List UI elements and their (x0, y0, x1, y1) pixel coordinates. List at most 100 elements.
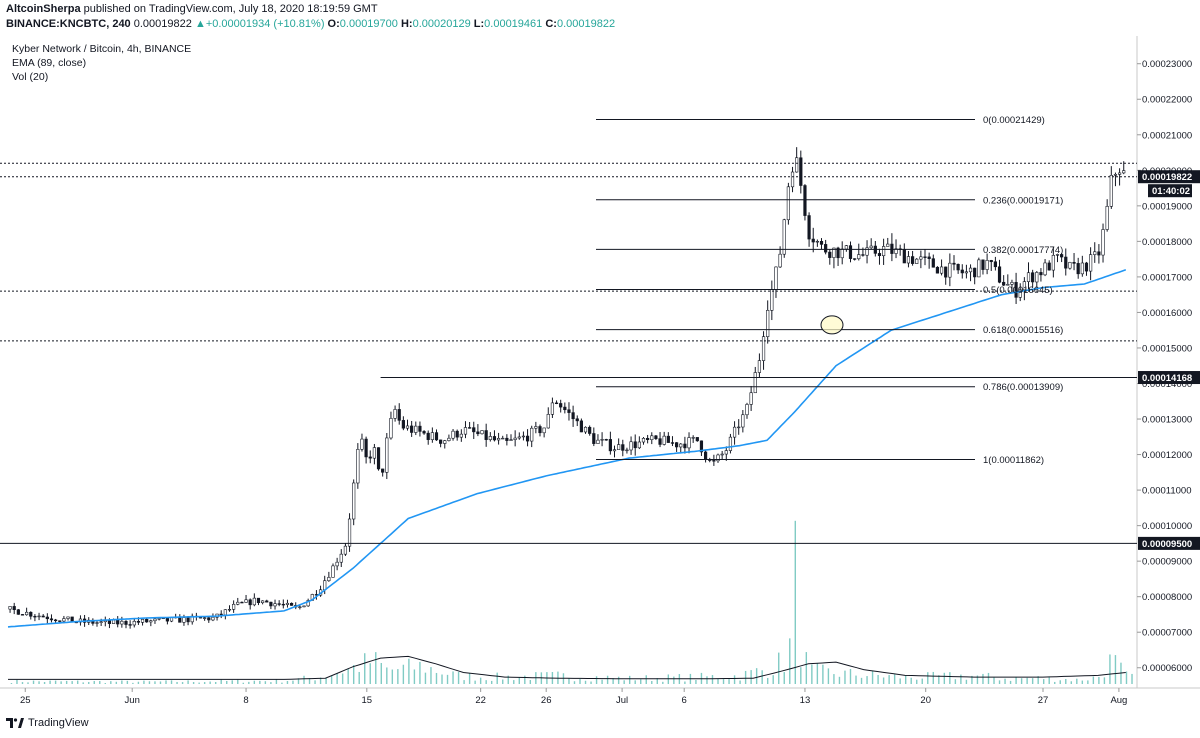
volume-bar (904, 675, 907, 684)
candle-body (1093, 251, 1097, 255)
countdown-label: 01:40:02 (1152, 186, 1190, 197)
fib-level-label: 0.618(0.00015516) (983, 325, 1063, 336)
candle-body (25, 611, 29, 616)
candle-body (861, 254, 865, 256)
candle-body (1068, 262, 1072, 269)
candle-body (62, 618, 66, 622)
y-tick-label: 0.00011000 (1142, 486, 1192, 497)
volume-bar (16, 679, 18, 684)
candle-body (550, 402, 555, 415)
volume-bar (430, 667, 432, 684)
x-tick-label: 8 (243, 695, 248, 706)
candle-body (737, 426, 741, 429)
volume-bar (849, 669, 852, 684)
candle-body (807, 215, 811, 240)
volume-bar (347, 668, 349, 684)
volume-bar (871, 670, 874, 684)
low-value: 0.00019461 (484, 18, 543, 30)
open-value: 0.00019700 (339, 18, 398, 30)
candle-body (140, 618, 145, 623)
fib-level-label: 0.236(0.00019171) (983, 195, 1063, 206)
volume-bar (126, 680, 129, 684)
y-tick-label: 0.00018000 (1142, 237, 1192, 248)
volume-bar (330, 675, 333, 684)
candle-body (621, 444, 625, 451)
candle-body (766, 310, 770, 337)
candle-body (575, 418, 579, 422)
volume-bar (623, 680, 625, 684)
volume-bar (1059, 680, 1061, 684)
volume-bar (231, 680, 233, 684)
last-price: 0.00019822 (133, 18, 192, 30)
author-name[interactable]: AltcoinSherpa (6, 3, 81, 15)
volume-bar (43, 681, 46, 684)
volume-bar (822, 664, 824, 684)
legend-ema[interactable]: EMA (89, close) (12, 57, 87, 69)
high-label: H: (400, 18, 413, 30)
candle-body (1006, 283, 1010, 286)
candle-body (836, 247, 840, 259)
volume-bar (479, 677, 482, 684)
candle-body (165, 617, 169, 622)
fib-level-label: 0.786(0.00013909) (983, 382, 1063, 393)
candle-body (443, 440, 447, 444)
open-label: O: (327, 18, 340, 30)
candle-body (472, 427, 476, 433)
volume-bar (893, 674, 896, 684)
volume-bar (612, 678, 614, 684)
volume-bar (590, 681, 592, 684)
volume-bar (457, 671, 460, 684)
x-tick-label: 25 (20, 695, 31, 706)
volume-bar (794, 520, 796, 684)
x-tick-label: Aug (1110, 695, 1127, 706)
candle-body (1014, 282, 1018, 298)
volume-bar (165, 680, 167, 684)
candle-body (749, 392, 753, 405)
volume-bar (424, 672, 427, 684)
candle-body (256, 597, 261, 604)
candle-body (124, 620, 128, 625)
candle-body (397, 409, 401, 421)
candle-body (496, 438, 501, 441)
candle-body (20, 614, 25, 616)
volume-bar (270, 682, 272, 684)
candle-body (782, 219, 786, 255)
volume-bar (838, 676, 841, 684)
countdown-badge (1148, 184, 1192, 198)
y-tick-label: 0.00014000 (1142, 379, 1192, 390)
candle-body (95, 622, 99, 624)
candle-body (956, 263, 960, 271)
price-chart[interactable]: 0.000230000.000220000.000210000.00020000… (0, 36, 1200, 708)
candle-body (579, 420, 583, 433)
volume-bar (766, 677, 769, 684)
candle-body (120, 620, 124, 625)
volume-bar (783, 672, 785, 684)
volume-bar (1065, 679, 1067, 684)
y-tick-label: 0.00012000 (1142, 450, 1192, 461)
candle-body (724, 450, 728, 455)
volume-bar (833, 674, 835, 684)
candle-body (517, 436, 521, 439)
candle-body (376, 447, 381, 470)
tradingview-brand[interactable]: TradingView (28, 717, 89, 729)
candle-body (207, 617, 211, 621)
chart-area[interactable]: 0.000230000.000220000.000210000.00020000… (0, 36, 1200, 708)
volume-bar (264, 681, 267, 684)
candle-body (236, 601, 240, 605)
candle-body (58, 620, 62, 622)
legend-volume[interactable]: Vol (20) (12, 71, 49, 83)
change-arrow-icon: ▲ (194, 18, 206, 30)
volume-bar (496, 672, 498, 684)
highlight-circle-marker[interactable] (820, 315, 844, 335)
candle-body (824, 244, 828, 253)
volume-bar (435, 672, 438, 684)
x-tick-label: 26 (541, 695, 552, 706)
candle-body (277, 603, 281, 605)
ema-line (7, 269, 1127, 628)
candle-body (732, 426, 737, 438)
volume-bar (154, 681, 156, 684)
candle-body (538, 426, 542, 434)
ohlc-line: BINANCE:KNCBTC, 240 0.00019822 ▲+0.00001… (6, 18, 615, 30)
candle-body (347, 518, 352, 547)
volume-bar (32, 680, 35, 684)
